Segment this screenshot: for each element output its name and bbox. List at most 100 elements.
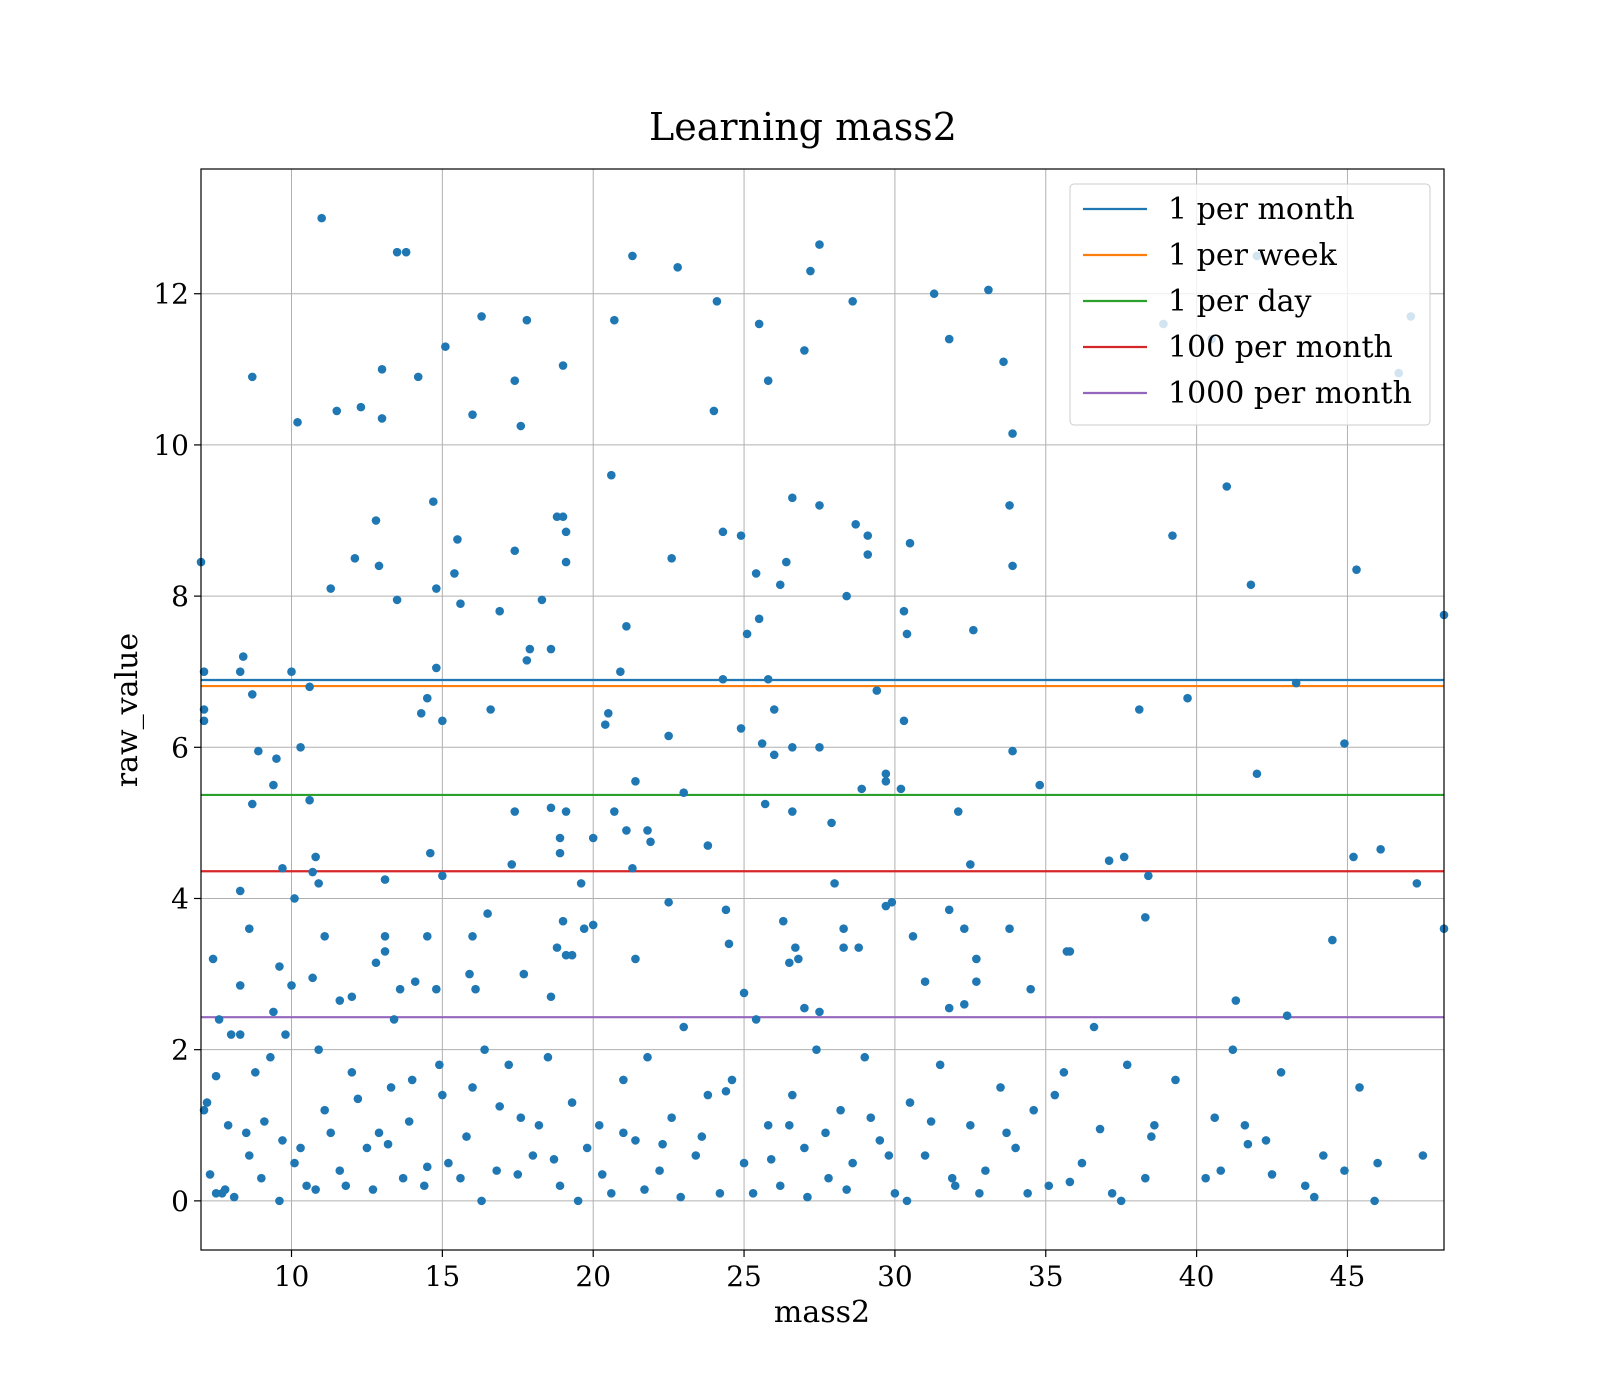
data-point-148 [628, 863, 637, 873]
data-point-174 [320, 931, 329, 941]
data-point-280 [739, 1158, 749, 1168]
data-point-57 [510, 546, 520, 556]
data-point-63 [736, 531, 746, 540]
data-point-85 [616, 667, 625, 677]
data-point-132 [1252, 769, 1262, 779]
data-point-67 [842, 591, 851, 601]
data-point-269 [607, 1189, 616, 1198]
y-tick-label-0: 0 [171, 1185, 189, 1218]
data-point-108 [1134, 705, 1144, 714]
data-point-195 [785, 958, 794, 968]
data-point-47 [326, 584, 336, 593]
x-tick-label-4: 30 [877, 1260, 913, 1293]
data-point-103 [736, 724, 746, 733]
data-point-173 [275, 962, 284, 971]
data-point-358 [803, 1192, 812, 1202]
data-point-306 [1107, 1189, 1117, 1198]
data-point-109 [1183, 693, 1192, 703]
data-point-371 [1095, 1124, 1105, 1134]
data-point-191 [631, 954, 640, 964]
data-point-84 [546, 644, 556, 654]
data-point-312 [1216, 1166, 1226, 1175]
data-point-106 [872, 686, 882, 695]
data-point-196 [791, 943, 800, 952]
y-tick-label-6: 12 [153, 278, 189, 311]
data-point-157 [290, 894, 299, 903]
data-point-39 [552, 512, 562, 522]
data-point-55 [392, 595, 402, 605]
data-point-287 [824, 1173, 833, 1183]
data-point-274 [667, 1113, 676, 1123]
legend-label-0: 1 per month [1168, 192, 1355, 227]
data-point-275 [679, 1022, 689, 1032]
data-point-192 [721, 905, 731, 915]
data-point-215 [308, 973, 317, 983]
data-point-300 [1011, 1143, 1020, 1153]
data-point-285 [800, 1143, 809, 1153]
data-point-332 [311, 1185, 320, 1194]
data-point-375 [1243, 1139, 1253, 1149]
data-point-98 [438, 716, 447, 726]
data-point-95 [305, 682, 314, 692]
data-point-333 [326, 1128, 336, 1138]
data-point-122 [760, 799, 770, 809]
data-point-147 [555, 848, 565, 858]
data-point-93 [199, 716, 209, 726]
data-point-142 [788, 807, 797, 816]
data-point-73 [1168, 531, 1177, 540]
data-point-116 [272, 754, 281, 763]
data-point-149 [703, 841, 713, 850]
data-point-187 [561, 950, 571, 960]
data-point-43 [815, 501, 824, 510]
data-point-204 [959, 924, 969, 934]
data-point-334 [341, 1181, 351, 1191]
data-point-294 [920, 1151, 930, 1160]
data-point-339 [422, 1162, 432, 1172]
data-point-284 [788, 1090, 797, 1100]
data-point-235 [220, 1185, 230, 1194]
data-point-89 [899, 606, 909, 616]
data-point-59 [561, 527, 571, 537]
data-point-45 [1222, 482, 1232, 491]
data-point-367 [1002, 1128, 1011, 1138]
data-point-364 [926, 1117, 936, 1126]
data-point-258 [468, 1083, 477, 1092]
data-point-68 [851, 519, 860, 529]
x-tick-label-2: 20 [575, 1260, 611, 1293]
data-point-197 [794, 954, 803, 964]
data-point-60 [561, 557, 571, 567]
data-point-135 [555, 833, 565, 843]
data-point-263 [528, 1151, 538, 1160]
data-point-223 [800, 1003, 809, 1013]
data-point-152 [1119, 852, 1129, 862]
data-point-54 [456, 599, 465, 608]
data-point-277 [703, 1090, 713, 1100]
data-point-179 [422, 931, 432, 941]
x-axis-ticks: 10 15 20 25 30 35 40 45 [274, 1250, 1365, 1293]
data-point-125 [815, 742, 824, 752]
y-tick-label-3: 6 [171, 731, 189, 764]
data-point-7 [929, 289, 939, 299]
data-point-180 [468, 931, 477, 941]
data-point-262 [516, 1113, 526, 1123]
data-point-71 [905, 538, 915, 548]
data-point-70 [863, 550, 873, 559]
data-point-369 [1050, 1090, 1060, 1100]
data-point-65 [775, 580, 785, 590]
data-point-336 [368, 1185, 378, 1194]
y-tick-label-4: 8 [171, 580, 189, 613]
data-point-227 [972, 977, 981, 986]
data-point-273 [655, 1166, 664, 1175]
data-point-296 [950, 1181, 960, 1191]
data-point-221 [546, 992, 556, 1002]
data-point-220 [432, 984, 441, 994]
data-point-74 [1246, 580, 1256, 590]
data-point-86 [622, 622, 631, 631]
legend: 1 per month 1 per week 1 per day 100 per mo… [1069, 183, 1431, 426]
data-point-186 [558, 916, 568, 926]
data-point-140 [643, 826, 652, 835]
data-point-32 [709, 406, 719, 416]
data-point-224 [815, 1007, 824, 1017]
data-point-24 [377, 414, 387, 423]
